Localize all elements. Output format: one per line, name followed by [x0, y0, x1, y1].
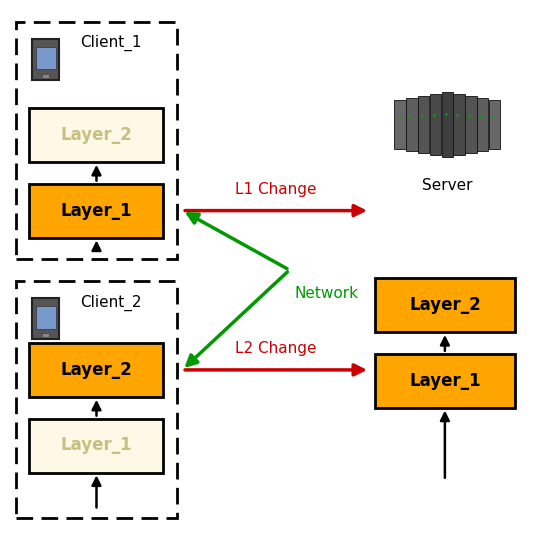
- FancyBboxPatch shape: [29, 108, 163, 162]
- FancyBboxPatch shape: [375, 278, 515, 332]
- Text: L2 Change: L2 Change: [235, 341, 317, 356]
- FancyBboxPatch shape: [29, 418, 163, 472]
- Text: Client_2: Client_2: [80, 294, 142, 310]
- Text: Layer_2: Layer_2: [61, 126, 132, 144]
- FancyBboxPatch shape: [430, 94, 441, 154]
- Text: Layer_2: Layer_2: [61, 361, 132, 379]
- Text: Layer_1: Layer_1: [61, 201, 132, 220]
- FancyBboxPatch shape: [42, 73, 49, 78]
- FancyBboxPatch shape: [29, 343, 163, 397]
- FancyBboxPatch shape: [35, 306, 56, 328]
- Text: L1 Change: L1 Change: [235, 182, 317, 197]
- Text: Server: Server: [422, 178, 473, 193]
- FancyBboxPatch shape: [453, 94, 465, 154]
- Text: Layer_1: Layer_1: [61, 436, 132, 455]
- FancyBboxPatch shape: [42, 333, 49, 337]
- FancyBboxPatch shape: [29, 184, 163, 238]
- FancyBboxPatch shape: [32, 298, 59, 339]
- FancyBboxPatch shape: [375, 354, 515, 408]
- Text: Network: Network: [295, 286, 359, 301]
- FancyBboxPatch shape: [394, 99, 406, 149]
- FancyBboxPatch shape: [406, 98, 418, 151]
- FancyBboxPatch shape: [442, 92, 453, 157]
- FancyBboxPatch shape: [35, 47, 56, 69]
- FancyBboxPatch shape: [32, 39, 59, 80]
- FancyBboxPatch shape: [489, 99, 500, 149]
- FancyBboxPatch shape: [477, 98, 488, 151]
- Text: Layer_1: Layer_1: [409, 372, 481, 390]
- Text: Layer_2: Layer_2: [409, 296, 481, 314]
- FancyBboxPatch shape: [418, 96, 429, 153]
- Text: Client_1: Client_1: [80, 35, 142, 51]
- FancyBboxPatch shape: [465, 96, 477, 153]
